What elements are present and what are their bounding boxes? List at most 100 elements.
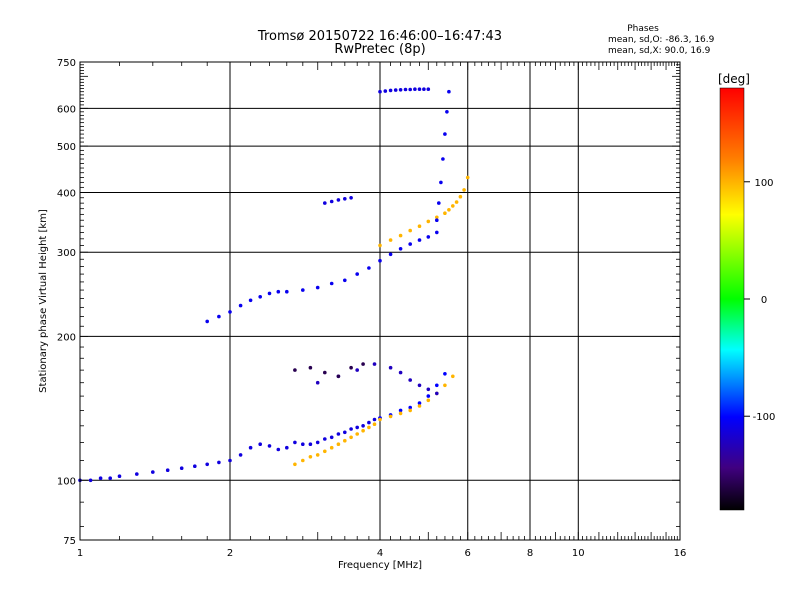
echo-point	[435, 218, 439, 222]
echo-point	[361, 362, 365, 366]
echo-point	[426, 87, 431, 91]
y-tick-label: 400	[57, 188, 76, 199]
echo-point	[267, 444, 272, 448]
echo-point	[417, 224, 422, 228]
echo-point	[361, 424, 365, 428]
echo-point	[315, 440, 320, 445]
echo-point	[276, 447, 281, 452]
echo-point	[117, 474, 122, 479]
echo-point	[88, 478, 93, 483]
echo-point	[367, 266, 371, 270]
echo-point	[372, 422, 377, 427]
stats-heading: Phases	[627, 24, 659, 34]
echo-point	[228, 310, 232, 314]
echo-point	[355, 272, 360, 276]
echo-point	[355, 432, 360, 436]
x-tick-label: 10	[572, 548, 585, 559]
echo-point	[258, 442, 263, 447]
echo-point	[276, 289, 281, 294]
echo-point	[445, 110, 449, 114]
echo-point	[441, 157, 445, 161]
echo-point	[372, 362, 377, 366]
echo-point	[98, 476, 103, 481]
x-axis-label: Frequency [MHz]	[338, 560, 422, 571]
colorbar-ticks: 100 0 -100	[744, 178, 775, 423]
echo-point	[308, 442, 313, 447]
echo-point	[315, 380, 320, 385]
echo-point	[417, 383, 422, 388]
echo-point	[349, 365, 353, 370]
y-axis: 75 100 200 300 400 500 600 750	[57, 58, 680, 547]
echo-point	[323, 370, 327, 375]
echo-point	[408, 242, 413, 246]
echo-point	[443, 372, 447, 376]
y-axis-label: Stationary phase Virtual Height [km]	[38, 209, 49, 393]
echo-point	[426, 394, 431, 398]
echo-point	[408, 378, 413, 382]
echo-point	[343, 278, 347, 283]
echo-point	[408, 408, 413, 413]
echo-point	[248, 445, 253, 450]
y-tick-label: 200	[57, 332, 76, 343]
echo-point	[398, 247, 403, 251]
echo-point	[238, 453, 243, 457]
grid-lines	[80, 62, 680, 540]
echo-point	[308, 455, 313, 459]
echo-point	[413, 87, 417, 91]
echo-point	[308, 365, 313, 370]
x-tick-label: 1	[77, 548, 83, 559]
echo-point	[349, 427, 353, 431]
echo-point	[301, 458, 305, 463]
echo-point	[435, 391, 439, 396]
echo-point	[458, 194, 463, 199]
echo-point	[285, 289, 289, 294]
echo-point	[388, 88, 393, 93]
stats-line-x: mean, sd,X: 90.0, 16.9	[608, 46, 711, 56]
echo-point	[267, 291, 272, 296]
y-tick-label: 600	[57, 104, 76, 115]
echo-point	[135, 472, 139, 476]
echo-point	[426, 387, 431, 392]
y-tick-label: 100	[57, 476, 76, 487]
echo-point	[408, 228, 413, 233]
echo-point	[383, 89, 388, 93]
echo-point	[323, 201, 327, 205]
echo-point	[447, 208, 451, 212]
echo-point	[336, 442, 341, 447]
echo-point	[343, 197, 347, 201]
echo-point	[336, 432, 341, 436]
echo-point	[217, 314, 221, 319]
echo-point	[336, 198, 341, 202]
echo-point	[336, 374, 341, 379]
x-tick-label: 6	[465, 548, 471, 559]
echo-point	[193, 464, 197, 469]
echo-point	[367, 420, 371, 425]
y-tick-label: 300	[57, 248, 76, 259]
echo-point	[443, 211, 447, 215]
echo-point	[388, 238, 393, 242]
echo-point	[408, 87, 413, 92]
echo-point	[451, 374, 455, 379]
echo-point	[323, 449, 327, 454]
y-tick-label: 500	[57, 142, 76, 153]
echo-point	[398, 88, 403, 92]
echo-point	[217, 460, 221, 465]
echo-point	[329, 281, 334, 286]
echo-point	[258, 295, 263, 299]
echo-point	[435, 383, 439, 388]
echo-point	[179, 466, 184, 471]
echo-point	[293, 368, 297, 372]
x-tick-label: 8	[527, 548, 533, 559]
echo-point	[454, 200, 459, 204]
echo-point	[151, 470, 155, 474]
chart-subtitle: RwPretec (8p)	[334, 42, 425, 57]
colorbar-tick-label: 100	[754, 178, 773, 189]
echo-point	[355, 368, 360, 372]
data-points	[78, 87, 470, 483]
echo-point	[293, 462, 297, 467]
echo-point	[388, 365, 393, 370]
echo-point	[285, 445, 289, 450]
echo-point	[361, 428, 365, 433]
echo-point	[367, 425, 371, 430]
